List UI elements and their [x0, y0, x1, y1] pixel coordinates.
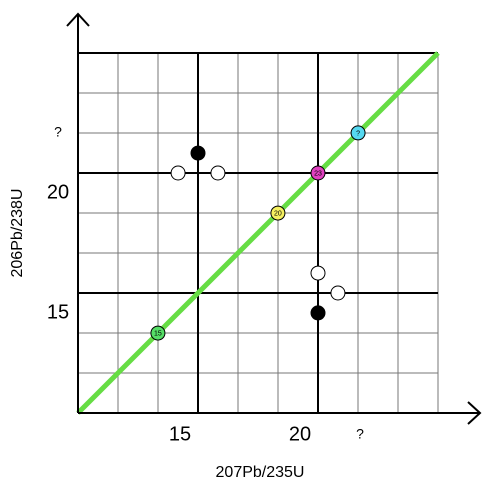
- y-tick-label: ?: [54, 124, 62, 140]
- x-tick-label: ?: [356, 426, 364, 442]
- axes: [66, 12, 482, 425]
- point: [150, 325, 166, 341]
- y-axis-title: 206Pb/238U: [9, 189, 26, 278]
- y-tick-label: 20: [47, 181, 69, 203]
- point: [170, 165, 186, 181]
- point: [190, 145, 206, 161]
- point: [210, 165, 226, 181]
- grid: [78, 52, 439, 413]
- point: [310, 305, 326, 321]
- point: [270, 205, 286, 221]
- x-tick-label: 15: [169, 423, 191, 445]
- point: [310, 165, 326, 181]
- point-label: 20: [274, 210, 282, 217]
- x-axis-title: 207Pb/235U: [216, 464, 305, 481]
- point-label: 15: [154, 330, 162, 337]
- point-label: ?: [356, 130, 360, 137]
- y-tick-label: 15: [47, 301, 69, 323]
- point: [310, 265, 326, 281]
- plot: 23 20? 15: [76, 51, 440, 415]
- reference-line: [76, 51, 440, 415]
- point-label: 23: [314, 170, 322, 177]
- point: [330, 285, 346, 301]
- x-tick-label: 20: [289, 423, 311, 445]
- point: [350, 125, 366, 141]
